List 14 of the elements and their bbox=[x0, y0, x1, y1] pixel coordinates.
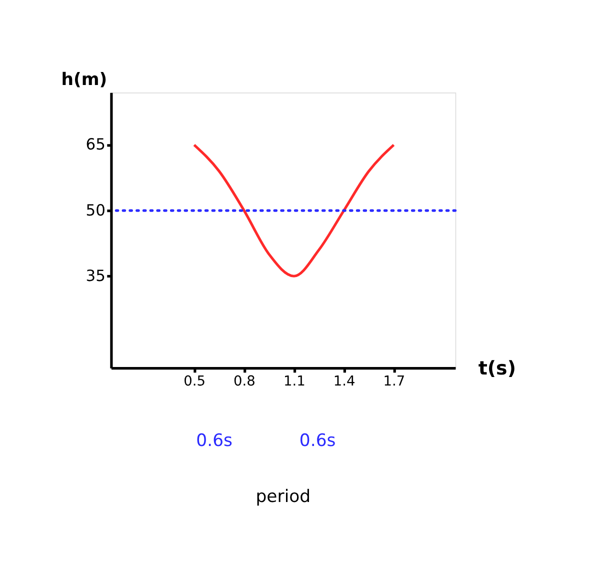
x-axis-title: t(s) bbox=[478, 357, 516, 380]
y-tick-label: 50 bbox=[86, 201, 106, 220]
x-tick-label: 1.7 bbox=[383, 374, 406, 390]
x-tick-label: 1.1 bbox=[283, 374, 306, 390]
text: 0.6s bbox=[196, 431, 232, 452]
y-axis-title: h(m) bbox=[61, 70, 108, 90]
y-tick-label: 35 bbox=[86, 266, 106, 285]
x-tick-label: 0.5 bbox=[184, 374, 206, 390]
x-tick-label: 0.8 bbox=[234, 374, 256, 390]
x-tick-label: 1.4 bbox=[333, 374, 356, 390]
y-tick-label: 65 bbox=[86, 136, 106, 154]
text: 0.6s bbox=[299, 431, 336, 452]
text: period bbox=[256, 487, 311, 508]
line-series bbox=[192, 144, 396, 278]
